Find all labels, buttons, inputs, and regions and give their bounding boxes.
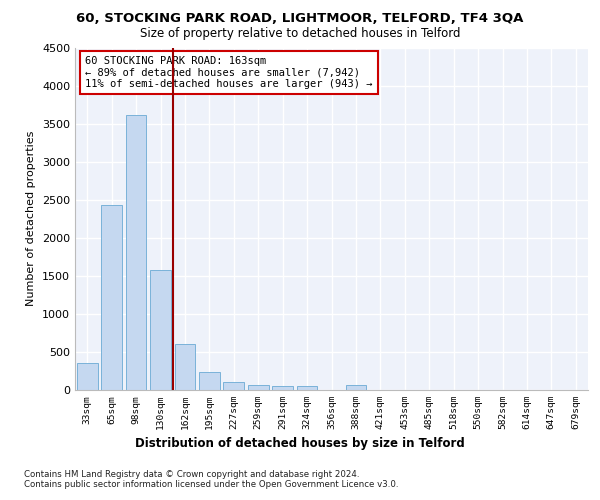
Bar: [346, 385, 367, 390]
Text: 60 STOCKING PARK ROAD: 163sqm
← 89% of detached houses are smaller (7,942)
11% o: 60 STOCKING PARK ROAD: 163sqm ← 89% of d…: [85, 56, 373, 90]
Bar: [77, 364, 98, 390]
Bar: [248, 385, 269, 390]
Y-axis label: Number of detached properties: Number of detached properties: [26, 131, 37, 306]
Bar: [101, 205, 122, 390]
Text: Size of property relative to detached houses in Telford: Size of property relative to detached ho…: [140, 27, 460, 40]
Text: Contains HM Land Registry data © Crown copyright and database right 2024.
Contai: Contains HM Land Registry data © Crown c…: [24, 470, 398, 490]
Text: 60, STOCKING PARK ROAD, LIGHTMOOR, TELFORD, TF4 3QA: 60, STOCKING PARK ROAD, LIGHTMOOR, TELFO…: [76, 12, 524, 25]
Bar: [125, 115, 146, 390]
Bar: [223, 382, 244, 390]
Text: Distribution of detached houses by size in Telford: Distribution of detached houses by size …: [135, 438, 465, 450]
Bar: [296, 386, 317, 390]
Bar: [272, 386, 293, 390]
Bar: [150, 270, 171, 390]
Bar: [175, 344, 196, 390]
Bar: [199, 372, 220, 390]
